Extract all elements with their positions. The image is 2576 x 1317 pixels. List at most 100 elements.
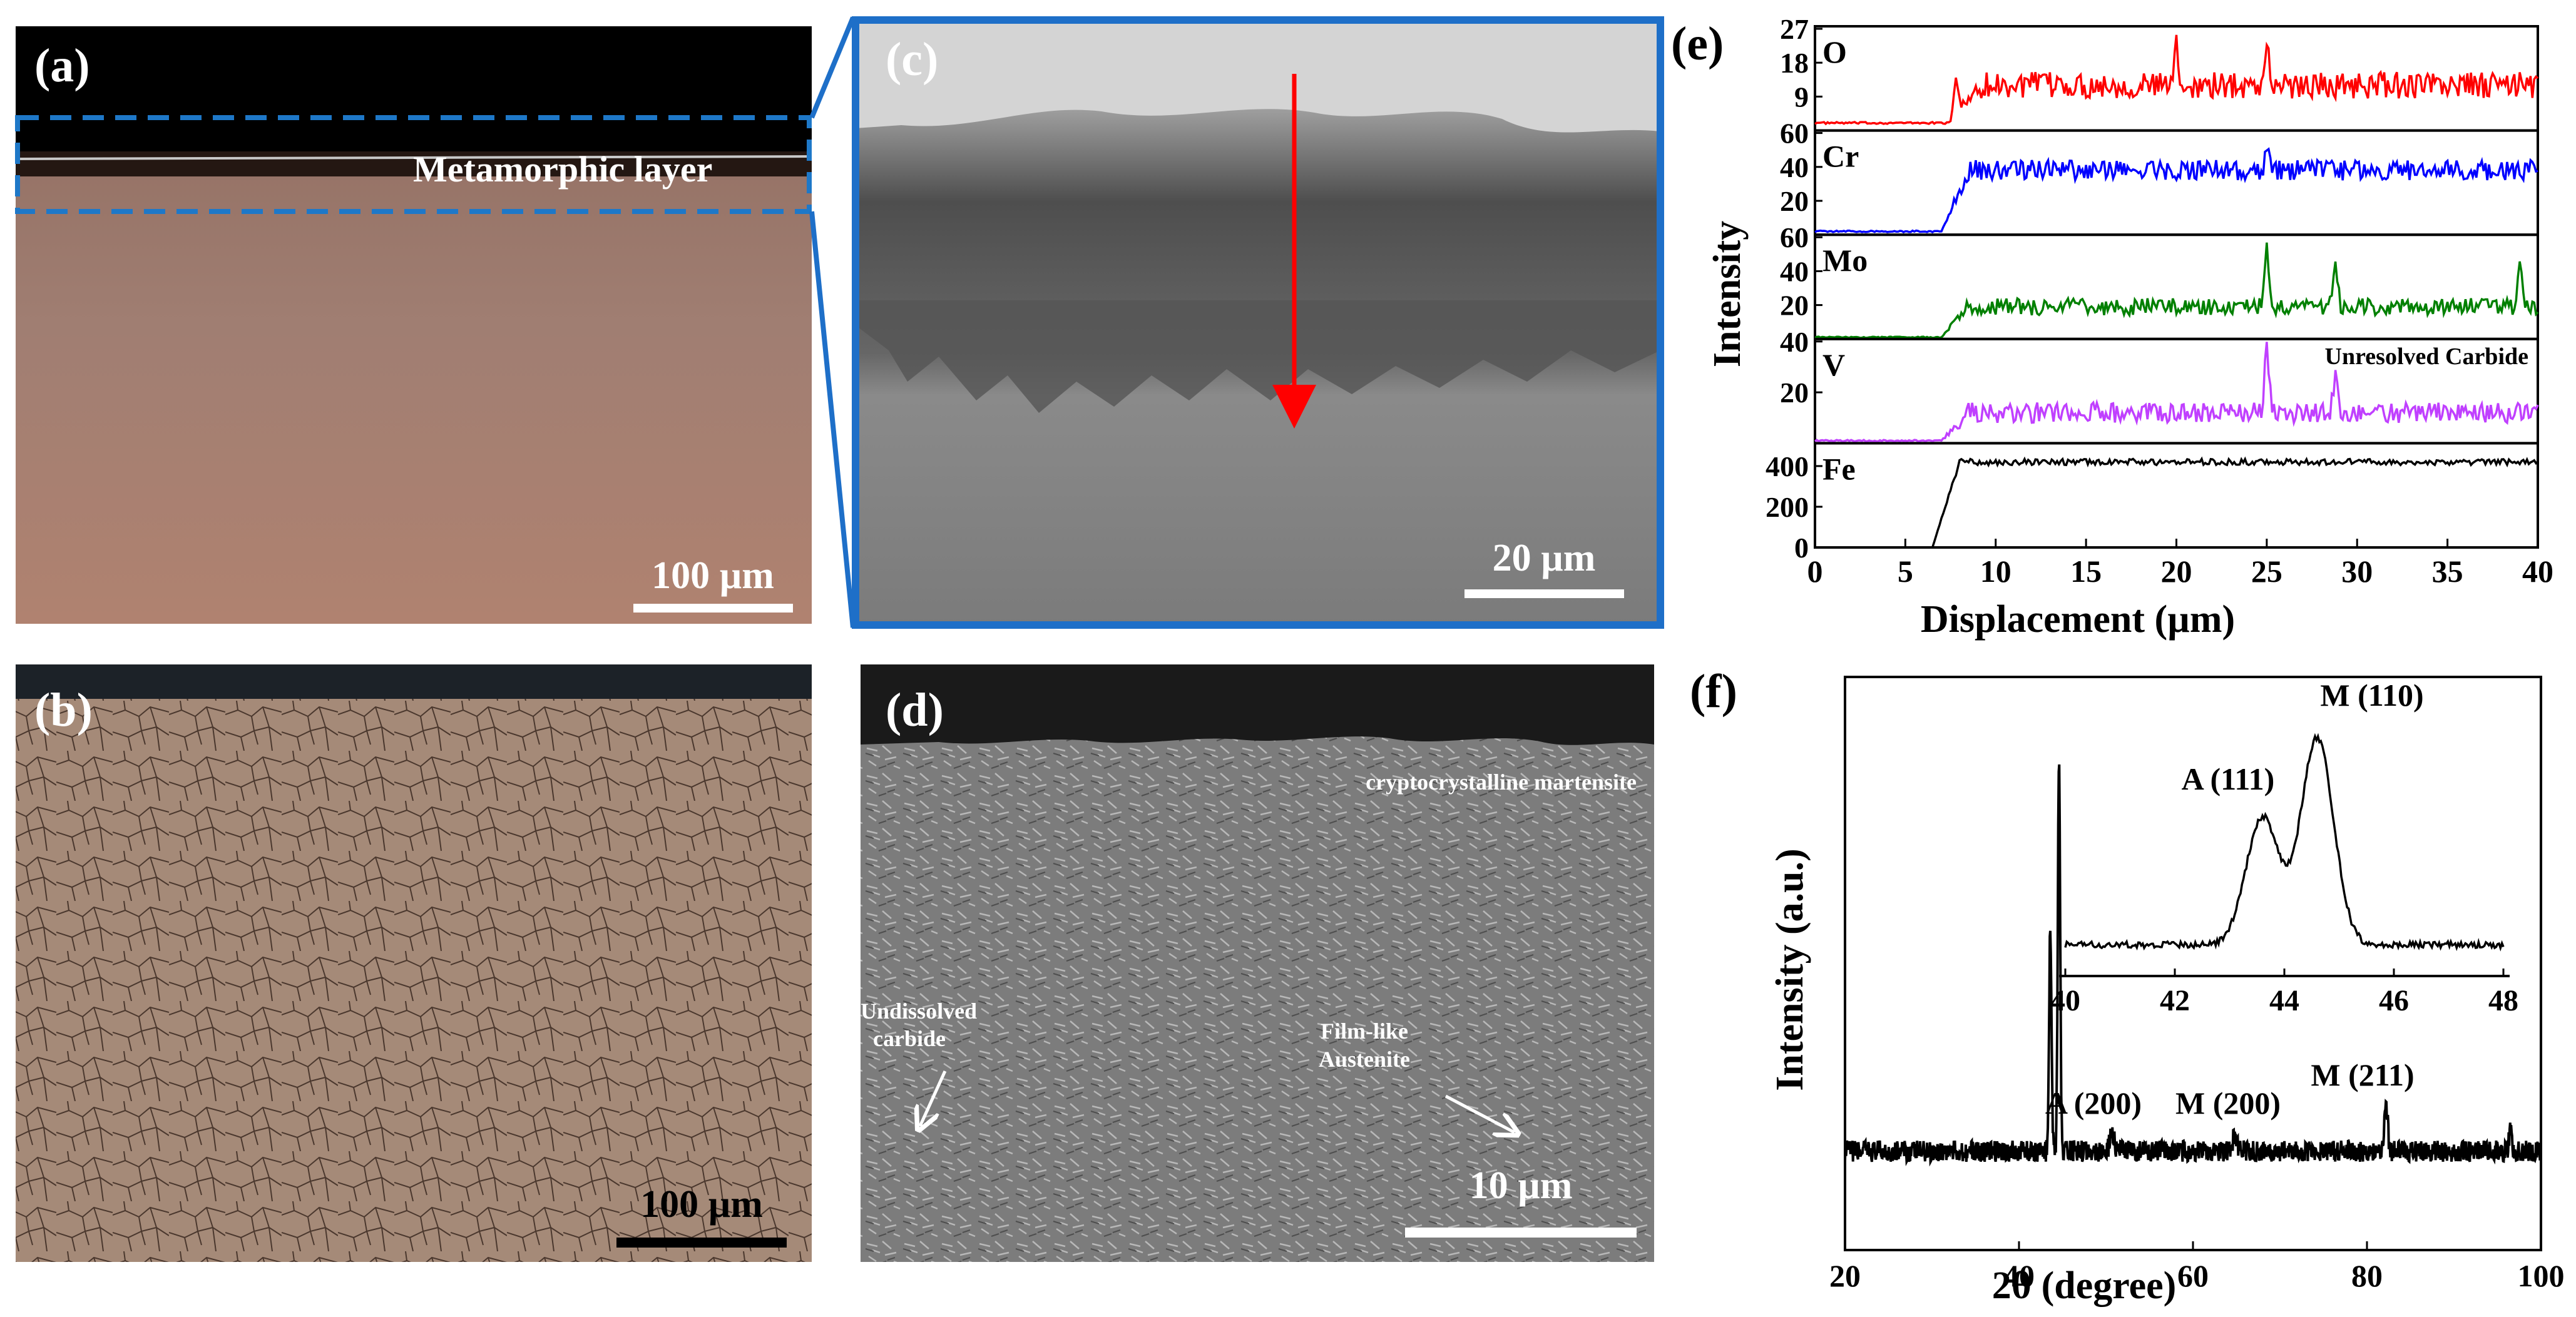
panel-c: (c) 20 µm <box>809 16 1664 629</box>
eds-subplot-frame-cr <box>1814 129 2539 236</box>
panel-d-image <box>861 664 1654 1262</box>
panel-d-mount-region <box>861 664 1654 745</box>
panel-c-mount-region <box>856 20 1660 133</box>
panel-b-image <box>16 664 812 1262</box>
eds-ytick-label-o: 18 <box>1780 47 1809 79</box>
panel-f-label: (f) <box>1690 665 1737 718</box>
eds-xtick-label: 10 <box>1980 554 2011 589</box>
eds-ytick-label-o: 9 <box>1794 81 1809 113</box>
xrd-inset-xtick-label: 48 <box>2488 984 2518 1017</box>
eds-ytick-label-fe: 0 <box>1794 532 1809 564</box>
panel-e-ylabel: Intensity <box>1706 221 1749 367</box>
panel-a-scale-bar <box>633 604 793 613</box>
metamorphic-layer-label: Metamorphic layer <box>413 149 712 190</box>
xrd-inset-xtick-label: 42 <box>2160 984 2190 1017</box>
panel-c-scale-label: 20 µm <box>1493 537 1596 579</box>
eds-series-mo <box>1814 242 2539 340</box>
eds-subplot-frame-fe <box>1814 442 2539 549</box>
eds-series-cr <box>1814 147 2538 233</box>
panel-e-xlabel: Displacement (µm) <box>1921 598 2235 641</box>
xrd-xtick-label: 20 <box>1829 1258 1861 1293</box>
eds-element-label-cr: Cr <box>1822 139 1859 174</box>
film-austenite-arrow <box>1444 1094 1515 1132</box>
xrd-peak-label: M (200) <box>2175 1086 2281 1121</box>
metamorphic-layer-box <box>15 115 812 214</box>
panel-c-scale-bar <box>1464 589 1624 598</box>
xrd-xtick-label: 80 <box>2351 1258 2383 1293</box>
eds-ytick-label-o: 27 <box>1780 13 1809 45</box>
xrd-chart: A (200) M (200) M (211) 20 40 60 80 100 40 42 44 46… <box>1829 676 2565 1293</box>
film-austenite-annotation-line2: Austenite <box>1319 1047 1410 1072</box>
eds-ytick-label-mo: 40 <box>1780 255 1809 287</box>
xrd-inset-peak-label: A (111) <box>2182 761 2275 796</box>
eds-xtick-label: 5 <box>1898 554 1913 589</box>
xrd-inset-xtick-label: 44 <box>2269 984 2299 1017</box>
undissolved-annotation-line2: carbide <box>873 1026 946 1051</box>
panel-c-dendrites <box>856 300 1660 413</box>
panel-c-frame <box>852 16 1664 629</box>
panel-f-xlabel: 2θ (degree) <box>1992 1264 2177 1307</box>
panel-d-scale-label: 10 µm <box>1469 1164 1573 1207</box>
eds-ytick-label-fe: 400 <box>1766 450 1809 482</box>
panel-a-mount-dark <box>16 26 812 151</box>
eds-subplot-frame-mo <box>1814 233 2539 340</box>
eds-ytick-label-cr: 20 <box>1780 185 1809 217</box>
eds-element-label-o: O <box>1822 34 1847 69</box>
xrd-peak-label: A (200) <box>2045 1086 2142 1121</box>
eds-ytick-label-mo: 60 <box>1780 221 1809 253</box>
undissolved-annotation-line1: Undissolved <box>861 999 977 1024</box>
xrd-pattern-line <box>1844 764 2542 1167</box>
panel-a-layer-edge <box>15 155 812 160</box>
xrd-peak-label: M (211) <box>2311 1057 2414 1092</box>
eds-linescan-chart: O91827Cr204060Mo204060V2040Fe0200400Unre… <box>1766 13 2553 589</box>
undissolved-arrow <box>920 1070 947 1126</box>
xrd-inset-line <box>2064 733 2505 952</box>
eds-xtick-label: 0 <box>1807 554 1823 589</box>
panel-b-label: (b) <box>34 684 93 736</box>
eds-xtick-label: 20 <box>2161 554 2192 589</box>
xrd-inset-xtick-label: 46 <box>2379 984 2409 1017</box>
eds-element-label-v: V <box>1822 347 1845 382</box>
panel-f: (f) A (200) M (200) M (211) 20 40 60 80 100 40 42… <box>1690 665 2565 1307</box>
eds-xtick-label: 40 <box>2522 554 2553 589</box>
martensite-annotation: cryptocrystalline martensite <box>1366 770 1637 795</box>
panel-b-scale-label: 100 µm <box>640 1183 763 1226</box>
eds-xtick-label: 25 <box>2251 554 2282 589</box>
eds-ytick-label-mo: 20 <box>1780 290 1809 322</box>
xrd-inset-xtick-label: 40 <box>2050 984 2080 1017</box>
eds-series-v <box>1814 342 2539 443</box>
eds-series-o <box>1814 34 2539 126</box>
eds-element-label-fe: Fe <box>1822 451 1856 486</box>
eds-xtick-label: 15 <box>2070 554 2102 589</box>
panel-a-scale-label: 100 µm <box>652 554 774 597</box>
panel-a-label: (a) <box>34 39 90 92</box>
eds-xtick-label: 30 <box>2341 554 2373 589</box>
eds-ytick-label-v: 40 <box>1780 326 1809 358</box>
panel-b: (b) 100 µm <box>16 664 812 1262</box>
eds-xtick-label: 35 <box>2432 554 2463 589</box>
eds-element-label-mo: Mo <box>1822 243 1868 278</box>
panel-d-label: (d) <box>886 684 944 736</box>
zoom-connector-bottom <box>809 211 856 628</box>
xrd-xtick-label: 40 <box>2003 1258 2035 1293</box>
panel-f-ylabel: Intensity (a.u.) <box>1769 848 1811 1091</box>
xrd-xtick-label: 100 <box>2518 1258 2565 1293</box>
eds-ytick-label-cr: 60 <box>1780 118 1809 150</box>
zoom-connector-top <box>809 16 856 119</box>
panel-b-mount-dark <box>16 664 812 699</box>
film-austenite-annotation-line1: Film-like <box>1321 1019 1408 1044</box>
eds-series-fe <box>1815 456 2539 549</box>
eds-ytick-label-fe: 200 <box>1766 491 1809 523</box>
panel-d-scale-bar <box>1405 1228 1637 1238</box>
xrd-inset-peak-label: M (110) <box>2320 678 2423 713</box>
panel-a: (a) Metamorphic layer 100 µm <box>15 26 812 624</box>
eds-ytick-label-cr: 40 <box>1780 151 1809 183</box>
panel-e: (e) O91827Cr204060Mo204060V2040Fe0200400… <box>1671 13 2553 641</box>
xrd-xtick-label: 60 <box>2177 1258 2209 1293</box>
panel-c-label: (c) <box>886 33 938 86</box>
panel-b-scale-bar <box>616 1238 787 1248</box>
panel-d: (d) cryptocrystalline martensite Undisso… <box>861 664 1654 1262</box>
unresolved-carbide-annotation: Unresolved Carbide <box>2325 343 2528 370</box>
eds-ytick-label-v: 20 <box>1780 377 1809 409</box>
